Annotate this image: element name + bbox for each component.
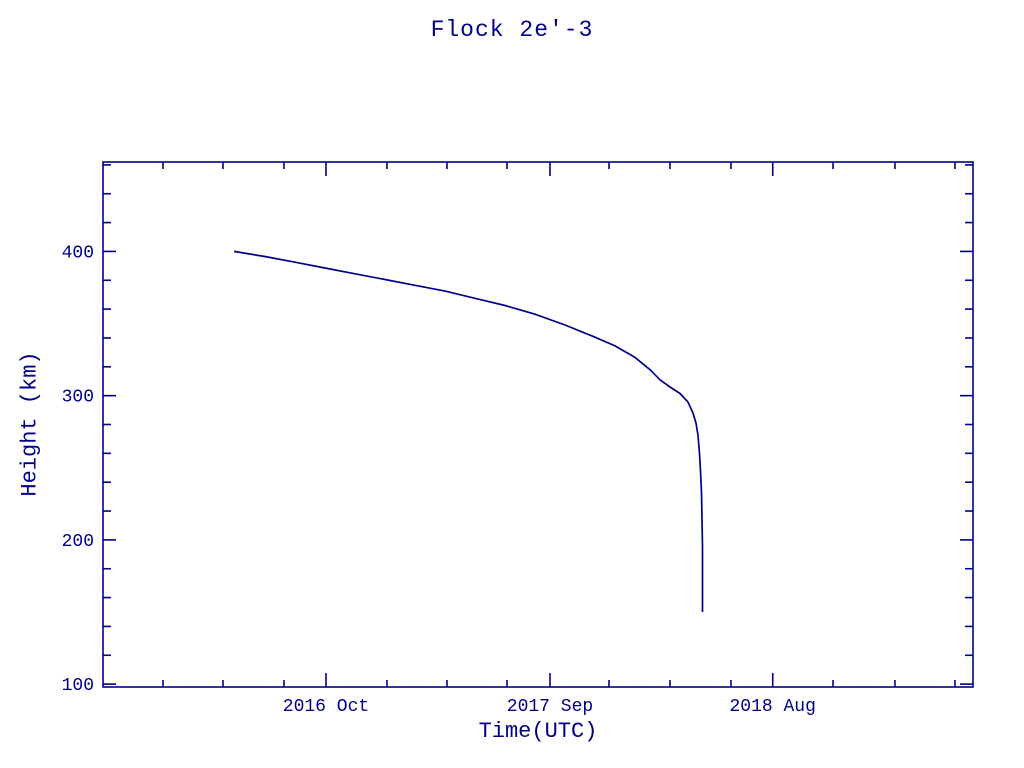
y-tick-label: 400 [62,243,94,263]
y-tick-label: 200 [62,532,94,552]
y-axis-label: Height (km) [17,351,43,497]
x-tick-label: 2018 Aug [730,697,816,717]
x-tick-label: 2016 Oct [283,697,369,717]
y-tick-label: 100 [62,676,94,696]
plot-frame [102,161,974,688]
height-curve [233,250,704,612]
y-tick-label: 300 [62,388,94,408]
chart-title: Flock 2e'-3 [430,17,594,43]
x-axis-label: Time(UTC) [478,719,598,744]
x-tick-label: 2017 Sep [507,697,593,717]
